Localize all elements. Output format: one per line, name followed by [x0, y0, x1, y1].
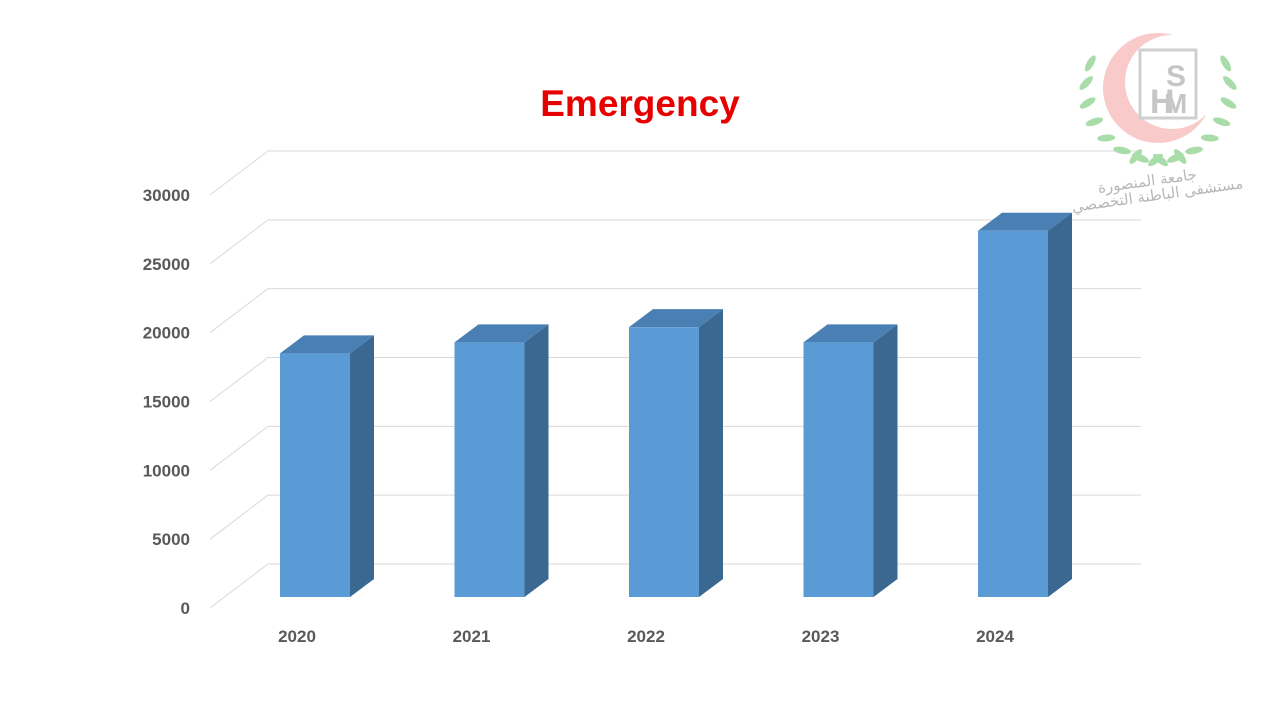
bar-top-face — [803, 324, 898, 343]
chart-title: Emergency — [540, 83, 740, 124]
wreath-leaf — [1200, 134, 1219, 142]
x-tick-label: 2020 — [278, 627, 316, 646]
bar-top-face — [629, 309, 723, 328]
y-tick-label: 15000 — [143, 393, 190, 412]
wreath-leaf — [1129, 149, 1142, 164]
wreath-leaf — [1097, 134, 1116, 142]
bar-top-face — [454, 324, 549, 343]
wreath-leaf — [1212, 117, 1231, 127]
x-tick-label: 2023 — [802, 627, 840, 646]
y-tick-label: 25000 — [143, 255, 190, 274]
wreath-leaf — [1220, 55, 1232, 72]
bar-2021 — [454, 324, 549, 597]
bar-top-face — [978, 212, 1072, 231]
bar-side-face — [1048, 212, 1072, 597]
x-tick-label: 2021 — [453, 627, 491, 646]
wreath-leaf — [1079, 97, 1096, 109]
bar-front-face — [978, 230, 1048, 597]
wreath-leaf — [1167, 153, 1184, 163]
bar-front-face — [629, 327, 699, 597]
wreath-leaf — [1223, 76, 1237, 90]
wreath-leaf — [1079, 76, 1093, 90]
gridline — [209, 150, 1141, 196]
bar-front-face — [803, 342, 874, 597]
logo-letter-m: M — [1164, 88, 1187, 119]
logo-letter-s: S — [1166, 60, 1186, 93]
logo-monogram-frame — [1138, 48, 1198, 120]
logo-letter-h: H — [1150, 83, 1175, 121]
y-tick-label: 30000 — [143, 186, 190, 205]
x-tick-label: 2024 — [976, 627, 1014, 646]
wreath-leaf — [1220, 97, 1237, 109]
wreath-leaf — [1185, 146, 1203, 155]
chart-plot-area: 0 5000 10000 15000 20000 25000 30000 2020 2021 20… — [143, 150, 1141, 646]
hospital-logo: H S M جامعة المنصورة مستشفى الباطنة التخ… — [1071, 33, 1244, 217]
gridline — [209, 219, 1141, 265]
bar-side-face — [524, 324, 549, 597]
bar-2024 — [978, 212, 1072, 597]
bar-side-face — [350, 335, 374, 597]
wreath-leaf — [1085, 117, 1104, 127]
y-tick-label: 5000 — [152, 530, 190, 549]
bar-front-face — [454, 342, 525, 597]
bar-2020 — [280, 335, 374, 597]
y-tick-label: 20000 — [143, 324, 190, 343]
bar-2022 — [629, 309, 723, 597]
wreath-leaf — [1084, 55, 1096, 72]
y-tick-label: 10000 — [143, 461, 190, 480]
bar-side-face — [873, 324, 898, 597]
bar-2023 — [803, 324, 898, 597]
bar-front-face — [280, 353, 350, 597]
gridline — [209, 288, 1141, 334]
wreath-leaf — [1148, 153, 1163, 167]
y-tick-label: 0 — [181, 599, 190, 618]
bar-top-face — [280, 335, 374, 354]
wreath-leaf — [1113, 146, 1131, 155]
x-tick-label: 2022 — [627, 627, 665, 646]
bar-side-face — [699, 309, 723, 597]
laurel-wreath-icon — [1079, 55, 1237, 167]
